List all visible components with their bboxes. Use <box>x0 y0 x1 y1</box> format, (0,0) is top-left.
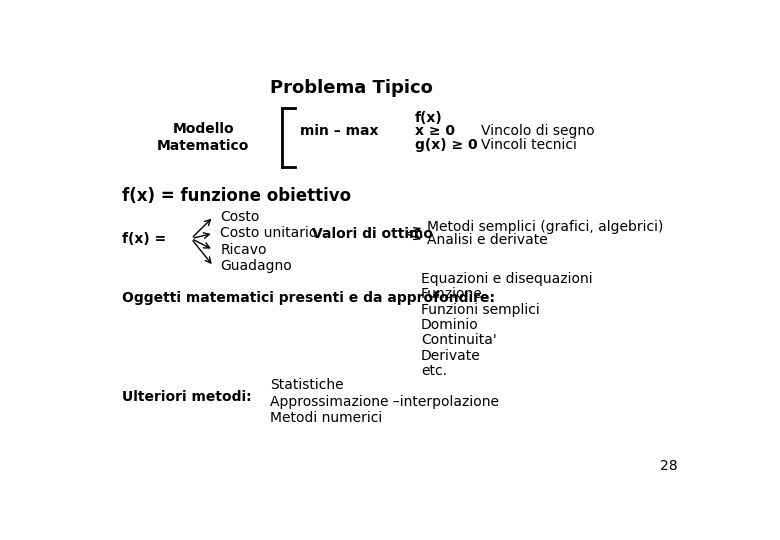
Text: Oggetti matematici presenti e da approfondire:: Oggetti matematici presenti e da approfo… <box>122 291 495 305</box>
Text: Vincolo di segno: Vincolo di segno <box>481 124 595 138</box>
Text: min – max: min – max <box>300 124 378 138</box>
Text: Approssimazione –interpolazione: Approssimazione –interpolazione <box>270 395 498 409</box>
Text: Costo unitario: Costo unitario <box>220 226 317 240</box>
Text: Costo: Costo <box>220 210 260 224</box>
Text: Funzione: Funzione <box>421 287 483 301</box>
Text: Equazioni e disequazioni: Equazioni e disequazioni <box>421 272 593 286</box>
Text: g(x) ≥ 0: g(x) ≥ 0 <box>415 138 477 152</box>
Text: Valori di ottimo: Valori di ottimo <box>312 227 433 241</box>
Text: Guadagno: Guadagno <box>220 259 292 273</box>
Text: Dominio: Dominio <box>421 318 479 332</box>
Text: f(x) =: f(x) = <box>122 232 166 246</box>
Text: x ≥ 0: x ≥ 0 <box>415 124 455 138</box>
Text: Derivate: Derivate <box>421 349 480 363</box>
Text: Problema Tipico: Problema Tipico <box>270 79 433 97</box>
Text: Analisi e derivate: Analisi e derivate <box>427 233 548 247</box>
Text: Statistiche: Statistiche <box>270 378 343 392</box>
Text: Vincoli tecnici: Vincoli tecnici <box>481 138 577 152</box>
Text: etc.: etc. <box>421 364 447 378</box>
Text: Metodi semplici (grafici, algebrici): Metodi semplici (grafici, algebrici) <box>427 220 663 234</box>
Text: Continuita': Continuita' <box>421 334 497 347</box>
Text: Modello
Matematico: Modello Matematico <box>157 123 250 153</box>
Text: f(x) = funzione obiettivo: f(x) = funzione obiettivo <box>122 187 351 205</box>
Text: 28: 28 <box>660 459 678 473</box>
Text: Ricavo: Ricavo <box>220 243 267 257</box>
Text: f(x): f(x) <box>415 111 442 125</box>
Text: Metodi numerici: Metodi numerici <box>270 411 382 425</box>
Text: Ulteriori metodi:: Ulteriori metodi: <box>122 390 251 404</box>
Text: Funzioni semplici: Funzioni semplici <box>421 303 540 316</box>
